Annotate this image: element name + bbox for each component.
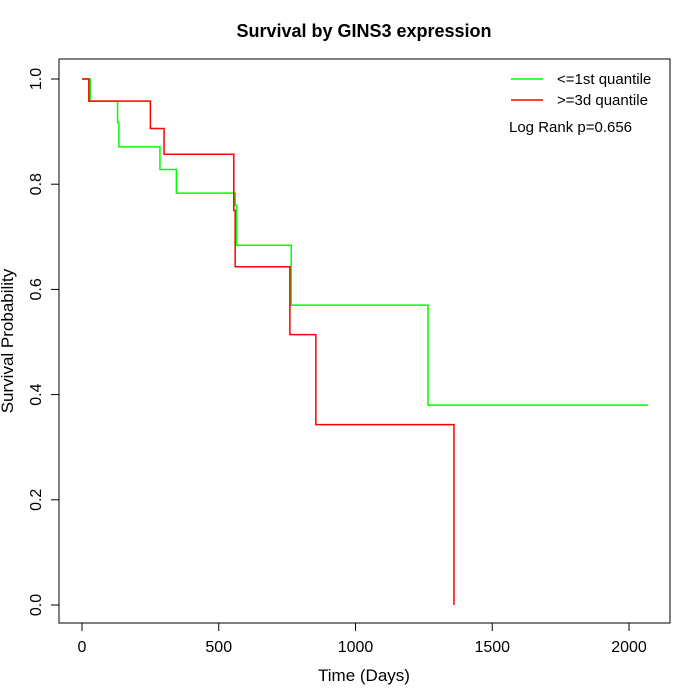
x-tick-label: 0: [78, 639, 87, 656]
legend-label-2: >=3d quantile: [557, 92, 648, 109]
series-layer: [82, 78, 649, 605]
legend: <=1st quantile >=3d quantile: [511, 71, 651, 109]
y-tick-label: 0.4: [28, 383, 45, 405]
plot-frame: [58, 58, 671, 624]
y-tick-label: 0.6: [28, 278, 45, 300]
x-axis-label: Time (Days): [318, 666, 410, 685]
log-rank-annotation: Log Rank p=0.656: [509, 119, 632, 136]
series-line-2: [82, 78, 455, 605]
x-tick-label: 1500: [474, 639, 510, 656]
chart-title: Survival by GINS3 expression: [236, 21, 491, 41]
y-tick-label: 0.0: [28, 594, 45, 616]
y-tick-label: 0.8: [28, 173, 45, 195]
y-axis-label: Survival Probability: [0, 268, 17, 413]
legend-label-1: <=1st quantile: [557, 71, 651, 88]
series-line-1: [82, 78, 649, 406]
x-tick-label: 1000: [338, 639, 374, 656]
x-tick-label: 500: [205, 639, 232, 656]
axes: 0 500 1000 1500 2000 0.0 0.2 0.4 0.6 0.8 1.0: [28, 68, 647, 656]
x-tick-label: 2000: [611, 639, 647, 656]
y-tick-label: 0.2: [28, 489, 45, 511]
y-tick-label: 1.0: [28, 68, 45, 90]
